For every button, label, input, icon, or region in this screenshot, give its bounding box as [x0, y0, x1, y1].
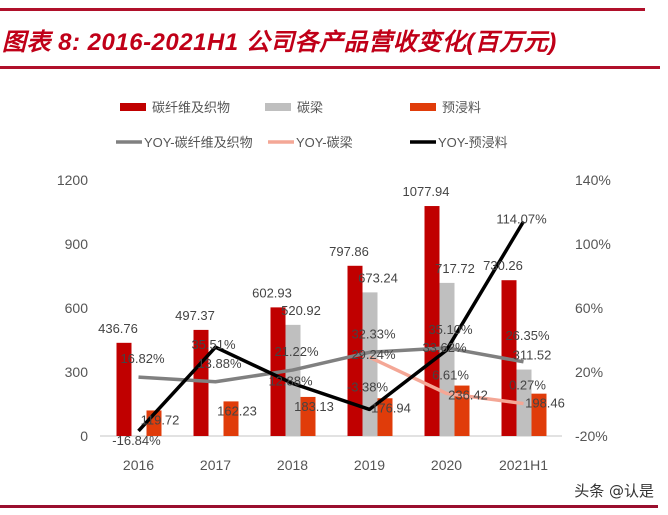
bar-data-label: 236.42 [448, 388, 488, 403]
left-tick-label: 300 [65, 364, 89, 380]
line-data-label: -16.84% [112, 433, 161, 448]
line-data-label: 13.88% [197, 356, 242, 371]
bar-carbon-beam [362, 292, 378, 436]
bar-data-label: 162.23 [217, 403, 257, 418]
line-yoy-prepreg [137, 220, 526, 433]
line-data-label: 6.61% [432, 367, 469, 382]
legend-swatch-carbon-fiber [120, 103, 146, 111]
bar-data-label: 1077.94 [403, 184, 450, 199]
line-yoy-carbon-fiber [138, 346, 524, 384]
line-data-label: 114.07% [496, 211, 547, 226]
bar-carbon-fiber [347, 265, 363, 436]
right-tick-label: -20% [575, 428, 608, 444]
bar-data-label: 797.86 [329, 244, 369, 259]
bar-carbon-fiber [116, 342, 132, 436]
x-tick-label: 2018 [277, 457, 308, 473]
bar-data-label: 311.52 [513, 348, 552, 363]
bar-prepreg [454, 385, 470, 436]
x-tick-label: 2021H1 [499, 457, 548, 473]
line-yoy-carbon-beam [368, 355, 524, 406]
left-tick-label: 1200 [57, 172, 88, 188]
chart-title: 图表 8: 2016-2021H1 公司各产品营收变化(百万元) [2, 29, 557, 56]
legend-label: YOY-碳纤维及织物 [144, 135, 253, 150]
right-tick-label: 100% [575, 236, 611, 252]
x-tick-label: 2020 [431, 457, 462, 473]
legend-label: YOY-预浸料 [438, 135, 508, 150]
legend-label: 碳梁 [297, 100, 323, 115]
bar-data-label: 183.13 [294, 399, 334, 414]
x-tick-label: 2017 [200, 457, 231, 473]
x-tick-label: 2016 [123, 457, 154, 473]
x-tick-label: 2019 [354, 457, 385, 473]
bar-data-label: 730.26 [483, 258, 523, 273]
line-data-label: 35.51% [191, 337, 236, 352]
bar-carbon-beam [285, 324, 301, 436]
bar-carbon-fiber [424, 206, 440, 436]
line-data-label: 29.24% [351, 347, 396, 362]
bar-prepreg [377, 398, 393, 436]
bar-data-label: 520.92 [281, 303, 321, 318]
right-tick-label: 20% [575, 364, 603, 380]
bottom-rule [0, 505, 658, 508]
bar-data-label: 176.94 [371, 400, 411, 415]
bar-data-label: 717.72 [435, 261, 475, 276]
bar-data-label: 602.93 [252, 285, 292, 300]
line-data-label: 0.27% [509, 378, 546, 393]
title-bottom-rule [0, 66, 660, 69]
line-data-label: 21.22% [274, 344, 319, 359]
bar-data-label: 119.72 [141, 412, 180, 427]
line-data-label: 26.35% [505, 328, 550, 343]
bar-data-label: 673.24 [358, 270, 398, 285]
line-data-label: 33.62% [422, 340, 467, 355]
line-data-label: 12.88% [268, 373, 313, 388]
bar-data-label: 436.76 [98, 321, 138, 336]
right-tick-label: 140% [575, 172, 611, 188]
bar-prepreg [223, 401, 239, 436]
bar-prepreg [300, 396, 316, 436]
left-tick-label: 600 [65, 300, 89, 316]
line-data-label: 35.10% [428, 322, 473, 337]
legend-label: 预浸料 [442, 100, 481, 115]
legend-swatch-carbon-beam [265, 103, 291, 111]
line-data-label: 32.33% [351, 326, 396, 341]
title-bar: 图表 8: 2016-2021H1 公司各产品营收变化(百万元) [0, 8, 668, 69]
legend-label: YOY-碳梁 [296, 135, 353, 150]
bar-prepreg [531, 393, 547, 436]
legend-swatch-prepreg [410, 103, 436, 111]
right-tick-label: 60% [575, 300, 603, 316]
line-data-label: -3.38% [347, 379, 389, 394]
bar-carbon-beam [516, 369, 532, 436]
legend-label: 碳纤维及织物 [152, 100, 230, 115]
watermark: 头条 @认是 [574, 482, 654, 500]
bar-data-label: 198.46 [525, 396, 565, 411]
bar-data-label: 497.37 [175, 308, 215, 323]
bar-carbon-beam [439, 282, 455, 436]
left-tick-label: 900 [65, 236, 89, 252]
title-top-rule [0, 8, 645, 11]
left-tick-label: 0 [80, 428, 88, 444]
line-data-label: 16.82% [120, 351, 165, 366]
